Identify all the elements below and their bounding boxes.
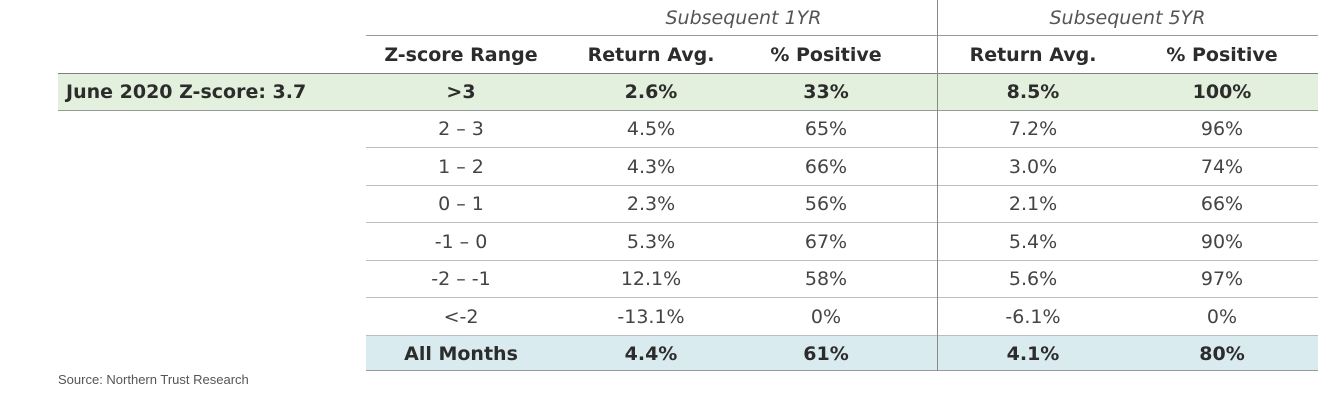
row-divider	[366, 222, 1318, 223]
column-header: Z-score Range	[384, 43, 538, 66]
table-cell: 90%	[1200, 230, 1244, 253]
highlight-row-cell: 8.5%	[1006, 80, 1060, 103]
table-cell: 0%	[1206, 305, 1238, 328]
table-cell: 58%	[804, 268, 848, 291]
table-cell: 1 – 2	[438, 155, 484, 178]
summary-row-cell: All Months	[404, 342, 518, 365]
table-cell: 3.0%	[1008, 155, 1058, 178]
table-cell: 2.1%	[1008, 193, 1058, 216]
row-divider	[366, 147, 1318, 148]
table-cell: 4.3%	[626, 155, 676, 178]
table-cell: -1 – 0	[434, 230, 488, 253]
table-cell: 0 – 1	[438, 193, 484, 216]
highlight-row-cell: 2.6%	[624, 80, 678, 103]
group-divider	[937, 0, 938, 371]
highlight-row-cell: 100%	[1192, 80, 1252, 103]
table-cell: 5.6%	[1008, 268, 1058, 291]
table-cell: 96%	[1200, 118, 1244, 141]
group-header-1: Subsequent 1YR	[665, 7, 822, 29]
row-divider	[366, 297, 1318, 298]
table-cell: 66%	[804, 155, 848, 178]
source-note: Source: Northern Trust Research	[58, 372, 249, 387]
table-cell: <-2	[443, 305, 479, 328]
summary-row-cell: 61%	[803, 342, 849, 365]
table-cell: 2 – 3	[438, 118, 484, 141]
column-header: Return Avg.	[587, 43, 715, 66]
table-cell: 7.2%	[1008, 118, 1058, 141]
column-header: % Positive	[1166, 43, 1278, 66]
table-cell: 2.3%	[626, 193, 676, 216]
table-cell: 0%	[810, 305, 842, 328]
table-cell: -13.1%	[617, 305, 685, 328]
table-cell: 97%	[1200, 268, 1244, 291]
column-header: Return Avg.	[969, 43, 1097, 66]
group-header-2: Subsequent 5YR	[1049, 7, 1206, 29]
table-cell: 74%	[1200, 155, 1244, 178]
highlight-row-label: June 2020 Z-score: 3.7	[66, 80, 307, 103]
table-cell: 65%	[804, 118, 848, 141]
table-cell: 4.5%	[626, 118, 676, 141]
table-cell: 66%	[1200, 193, 1244, 216]
column-header: % Positive	[770, 43, 882, 66]
group-header-rule	[366, 35, 1318, 36]
summary-row-cell: 80%	[1199, 342, 1245, 365]
row-divider	[366, 335, 1318, 336]
highlight-row-band	[58, 73, 1318, 111]
summary-row-band	[366, 336, 1318, 371]
table-cell: 5.3%	[626, 230, 676, 253]
table-cell: 12.1%	[620, 268, 682, 291]
highlight-row-cell: >3	[446, 80, 476, 103]
table-cell: 56%	[804, 193, 848, 216]
summary-row-cell: 4.1%	[1006, 342, 1060, 365]
table-cell: -6.1%	[1005, 305, 1061, 328]
summary-row-cell: 4.4%	[624, 342, 678, 365]
row-divider	[366, 260, 1318, 261]
highlight-row-cell: 33%	[803, 80, 849, 103]
row-divider	[366, 185, 1318, 186]
table-cell: -2 – -1	[431, 268, 491, 291]
table-cell: 67%	[804, 230, 848, 253]
table-cell: 5.4%	[1008, 230, 1058, 253]
